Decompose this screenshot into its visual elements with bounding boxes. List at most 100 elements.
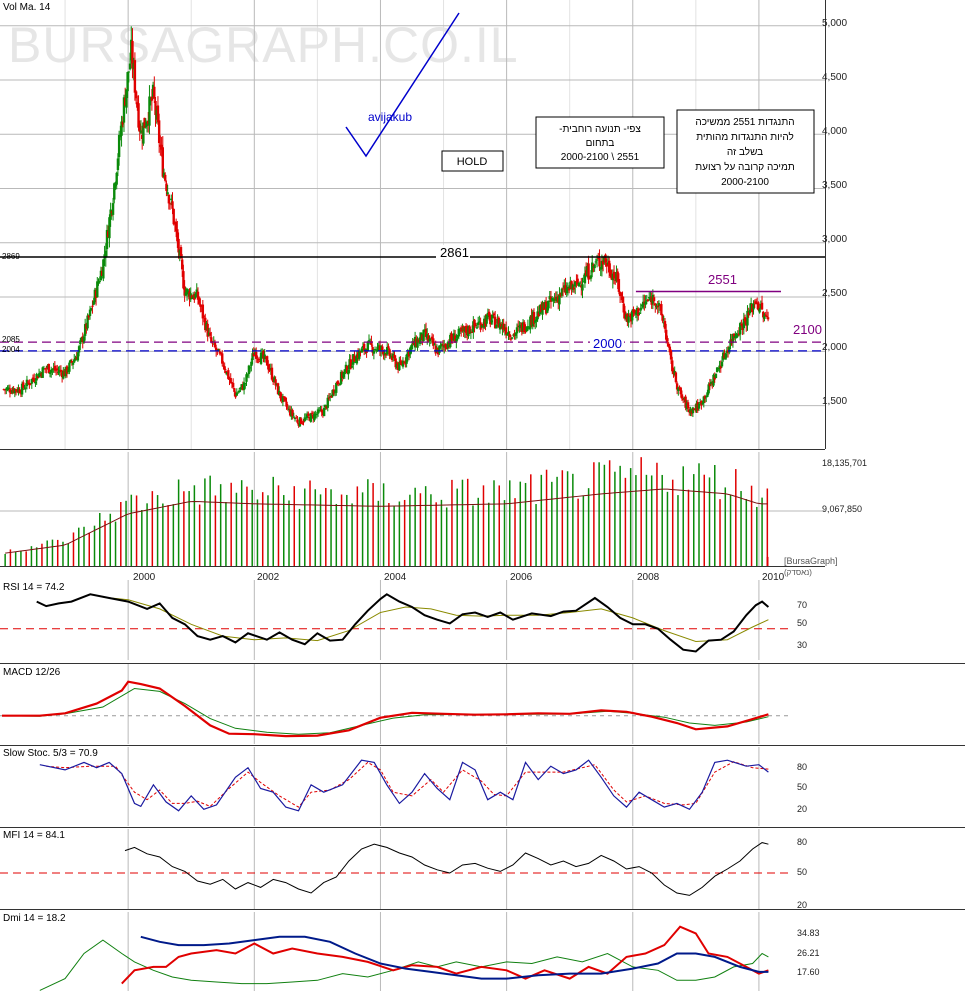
price-candle: [206, 323, 209, 337]
price-candle: [599, 266, 602, 270]
price-candle: [640, 305, 644, 307]
price-candle: [547, 300, 550, 309]
price-candle: [45, 367, 48, 369]
price-candle: [153, 86, 156, 99]
resistance-note-line: בשלב זה: [727, 146, 763, 158]
price-candle: [159, 144, 162, 147]
price-candle: [526, 326, 530, 328]
price-candle: [552, 298, 555, 301]
price-candle: [537, 312, 541, 317]
price-candle: [354, 361, 357, 363]
price-candle: [284, 397, 287, 401]
price-candle: [228, 378, 231, 380]
price-candle: [742, 318, 746, 329]
price-candle: [735, 333, 738, 339]
price-candle: [210, 337, 213, 342]
price-candle: [521, 322, 525, 331]
price-candle: [100, 270, 104, 276]
price-candle: [518, 325, 521, 328]
price-candle: [256, 356, 259, 358]
price-candle: [489, 314, 492, 325]
price-candle: [22, 382, 25, 388]
price-candle: [732, 333, 736, 337]
price-candle: [645, 300, 648, 302]
price-candle: [741, 324, 744, 331]
price-candle: [28, 382, 31, 386]
rsi-signal-line: [102, 596, 769, 643]
price-candle: [387, 346, 390, 348]
price-candle: [669, 350, 673, 360]
price-candle: [515, 327, 519, 334]
price-candle: [308, 417, 311, 421]
price-candle: [301, 422, 304, 424]
price-candle: [184, 292, 188, 296]
price-candle: [25, 379, 29, 387]
price-candle: [52, 367, 55, 370]
price-candle: [161, 147, 164, 177]
price-candle: [384, 354, 388, 356]
price-candle: [222, 365, 225, 367]
price-candle: [402, 362, 406, 364]
price-candle: [707, 384, 710, 394]
price-candle: [631, 310, 634, 321]
price-candle: [13, 388, 17, 394]
price-candle: [433, 344, 436, 346]
price-candle: [697, 403, 701, 409]
price-candle: [680, 394, 684, 399]
price-candle: [273, 377, 276, 383]
price-candle: [635, 308, 639, 315]
price-candle: [307, 413, 310, 416]
mfi-panel-title: MFI 14 = 84.1: [3, 830, 65, 841]
price-candle: [234, 392, 237, 398]
price-candle: [255, 352, 258, 359]
price-candle: [156, 105, 160, 123]
price-candle: [763, 314, 766, 319]
price-candle: [88, 309, 92, 317]
price-candle: [413, 336, 417, 348]
price-candle: [507, 331, 510, 336]
price-candle: [191, 296, 195, 300]
price-candle: [194, 293, 197, 298]
price-candle: [257, 358, 260, 361]
price-candle: [379, 345, 383, 351]
price-candle: [274, 379, 277, 386]
x-tick-label: 2010: [762, 572, 785, 583]
price-candle: [563, 285, 566, 288]
price-candle: [447, 344, 451, 346]
price-candle: [450, 333, 453, 340]
price-candle: [208, 332, 212, 336]
volume-bars: [4, 457, 769, 566]
price-tick-label: 4,500: [822, 72, 847, 83]
price-candle: [350, 366, 354, 368]
dmi-panel-title: Dmi 14 = 18.2: [3, 913, 66, 924]
price-candle: [268, 367, 271, 371]
price-panel-title: Vol Ma. 14: [3, 2, 51, 13]
price-candle: [145, 121, 149, 127]
price-candle: [527, 327, 531, 329]
price-candle: [121, 121, 124, 125]
price-candle: [483, 318, 486, 328]
price-candle: [473, 319, 476, 327]
price-candle: [76, 352, 80, 361]
price-candle: [463, 327, 467, 333]
rsi-line: [36, 593, 770, 653]
price-candle: [326, 397, 329, 408]
price-candle: [151, 84, 155, 97]
price-candle: [617, 279, 621, 292]
price-candle: [29, 383, 32, 385]
level-2861-label-bg: [436, 245, 470, 259]
macd-panel-title: MACD 12/26: [3, 667, 61, 678]
price-candle: [417, 339, 420, 343]
price-candle: [303, 417, 306, 422]
price-candle: [197, 297, 201, 304]
price-candle: [290, 410, 293, 417]
volume-tick-label: 9,067,850: [822, 504, 862, 514]
price-candle: [587, 263, 590, 280]
price-candle: [759, 303, 763, 309]
price-candle: [122, 97, 126, 123]
price-candle: [464, 325, 468, 333]
price-candle: [87, 315, 91, 318]
price-candle: [178, 250, 181, 256]
price-candle: [502, 323, 505, 330]
